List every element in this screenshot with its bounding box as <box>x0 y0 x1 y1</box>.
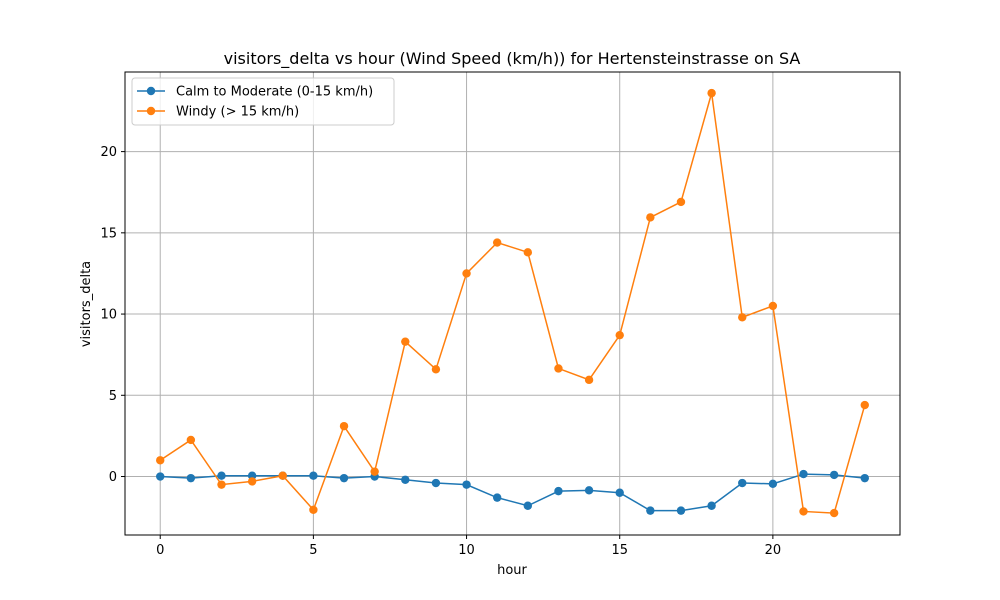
data-point <box>768 479 778 489</box>
data-point <box>186 473 196 483</box>
series-2 <box>156 88 869 518</box>
data-point <box>707 88 716 98</box>
legend-label: Windy (> 15 km/h) <box>176 105 299 120</box>
data-point <box>738 313 747 322</box>
data-point <box>401 337 410 346</box>
series-line <box>160 473 865 512</box>
data-point <box>217 480 226 489</box>
data-point <box>492 238 502 247</box>
data-point <box>554 486 563 496</box>
y-tick-label: 10 <box>100 308 117 323</box>
data-point <box>676 506 686 515</box>
data-point <box>370 467 379 476</box>
y-tick-label: 5 <box>109 389 117 404</box>
series-layer <box>156 88 869 518</box>
legend: Calm to Moderate (0-15 km/h) Windy (> 15 … <box>131 77 395 126</box>
data-point <box>278 471 287 480</box>
data-point <box>523 248 533 257</box>
data-point <box>707 501 716 510</box>
data-point <box>615 488 624 497</box>
data-point <box>676 197 686 207</box>
data-point <box>309 505 318 515</box>
data-point <box>339 473 349 483</box>
series-line <box>159 92 866 514</box>
legend-label: Calm to Moderate (0-15 km/h) <box>176 85 373 100</box>
data-point <box>738 478 747 488</box>
data-point <box>554 364 563 373</box>
x-tick-label: 10 <box>458 543 475 558</box>
data-point <box>309 471 318 480</box>
data-point <box>646 506 655 515</box>
data-point <box>860 473 869 483</box>
chart-title: visitors_delta vs hour (Wind Speed (km/h… <box>224 49 801 69</box>
legend-marker <box>146 106 156 116</box>
data-point <box>829 508 839 518</box>
data-point <box>401 475 410 484</box>
data-point <box>829 470 839 480</box>
data-point <box>462 480 471 489</box>
plot-frame <box>124 71 901 536</box>
data-point <box>646 213 655 222</box>
data-point <box>584 486 594 495</box>
legend-marker <box>146 86 156 96</box>
data-point <box>462 269 471 278</box>
legend-box <box>131 77 395 126</box>
data-point <box>768 301 778 311</box>
data-point <box>584 375 594 385</box>
x-tick-label: 15 <box>611 543 628 558</box>
data-point <box>799 507 808 516</box>
data-point <box>523 501 533 510</box>
data-point <box>156 456 165 465</box>
data-point <box>217 471 226 480</box>
y-tick-label: 20 <box>100 145 117 160</box>
axis-ticks: 0 5 10 15 20 0 5 10 15 20 <box>100 145 781 558</box>
data-point <box>860 400 869 410</box>
data-point <box>799 469 808 479</box>
x-tick-label: 20 <box>765 543 782 558</box>
data-point <box>156 472 165 481</box>
y-tick-label: 0 <box>109 470 117 485</box>
x-axis-label: hour <box>497 563 527 578</box>
data-point <box>247 477 257 486</box>
y-tick-label: 15 <box>100 226 117 241</box>
x-tick-label: 0 <box>156 543 164 558</box>
series-1 <box>156 469 869 515</box>
grid <box>125 72 900 535</box>
data-point <box>339 421 349 431</box>
data-point <box>431 365 441 374</box>
data-point <box>615 330 624 340</box>
x-tick-label: 5 <box>309 543 317 558</box>
data-point <box>492 493 502 502</box>
y-axis-label: visitors_delta <box>79 261 94 347</box>
data-point <box>431 478 441 488</box>
data-point <box>186 435 196 445</box>
